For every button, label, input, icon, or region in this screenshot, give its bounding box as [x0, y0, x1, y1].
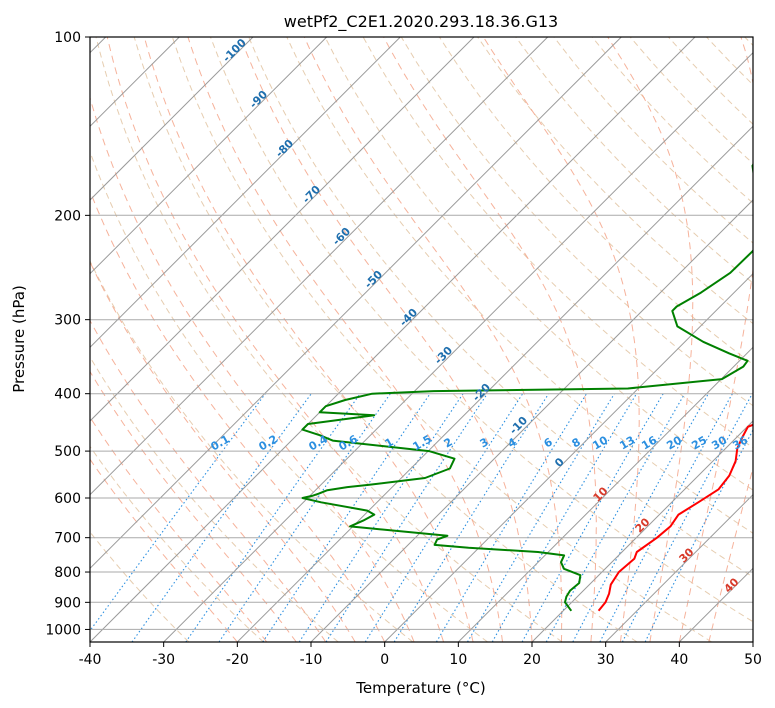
mixing-ratio-line	[644, 428, 753, 642]
isotherm-line	[236, 125, 753, 642]
x-tick-label: 30	[597, 652, 615, 668]
moist-adiabat-line	[106, 37, 445, 642]
dry-adiabat-line	[90, 445, 264, 642]
y-tick-label: 100	[54, 30, 81, 46]
mixing-ratio-line	[298, 393, 464, 642]
y-tick-label: 600	[54, 491, 81, 507]
dry-adiabat-line	[133, 37, 638, 642]
x-axis-title: Temperature (°C)	[355, 679, 485, 697]
mixing-ratio-line	[325, 393, 488, 642]
isotherm-line	[605, 493, 753, 642]
isotherm-line	[90, 37, 475, 422]
moist-adiabat-line	[678, 37, 753, 642]
moist-adiabat-line	[90, 96, 415, 642]
x-tick-label: -40	[79, 652, 102, 668]
isotherm-line	[90, 37, 549, 496]
moist-adiabat-line	[143, 37, 474, 642]
moist-adiabat-line	[708, 466, 753, 642]
mixing-ratio-line	[467, 393, 615, 642]
x-tick-label: -10	[300, 652, 323, 668]
isotherm-line	[90, 37, 696, 642]
dry-adiabat-line	[286, 37, 753, 534]
y-tick-label: 900	[54, 595, 81, 611]
dry-adiabat-line	[90, 356, 339, 642]
moist-adiabat-line	[303, 37, 563, 642]
background-lines	[90, 37, 753, 642]
y-tick-label: 800	[54, 565, 81, 581]
moist-adiabat-line	[90, 458, 238, 642]
dry-adiabat-line	[515, 37, 753, 284]
isotherm-line	[163, 51, 753, 642]
moist-adiabat-line	[187, 37, 503, 642]
x-tick-label: 50	[744, 652, 762, 668]
isotherm-line	[457, 346, 753, 642]
mixing-ratio-line	[435, 393, 587, 642]
series-layer	[301, 162, 753, 612]
isotherm-line	[384, 272, 753, 642]
y-tick-label: 500	[54, 444, 81, 460]
mixing-ratio-line	[545, 393, 686, 642]
x-tick-label: -30	[152, 652, 175, 668]
x-tick-label: 40	[670, 652, 688, 668]
y-tick-label: 1000	[45, 622, 81, 638]
dry-adiabat-line	[248, 37, 753, 578]
mixing-ratio-line	[491, 393, 637, 642]
moist-adiabat-line	[607, 37, 694, 642]
y-tick-label: 700	[54, 531, 81, 547]
isotherm-line	[90, 37, 254, 201]
mixing-ratio-line	[521, 393, 664, 642]
mixing-ratio-line	[393, 393, 550, 642]
moist-adiabat-line	[90, 416, 268, 642]
x-tick-label: 0	[380, 652, 389, 668]
isotherm-line	[90, 37, 328, 275]
plot-frame	[89, 36, 754, 643]
dry-adiabat-line	[90, 259, 414, 642]
moist-adiabat-line	[90, 260, 356, 642]
axes: -40 -30 -20 -10 0 10 20 30 40 50 100 200 300 400 500 60…	[45, 30, 762, 668]
dewpoint-line	[301, 162, 753, 612]
moist-adiabat-line	[383, 37, 597, 642]
moist-adiabat-line	[482, 37, 640, 642]
temperature-line	[597, 423, 753, 612]
y-tick-label: 200	[54, 208, 81, 224]
x-tick-label: -20	[226, 652, 249, 668]
mixing-ratio-line	[131, 393, 312, 642]
dry-adiabat-line	[210, 37, 753, 623]
dry-adiabat-line	[95, 37, 563, 642]
y-tick-label: 400	[54, 387, 81, 403]
chart-title: wetPf2_C2E1.2020.293.18.36.G13	[284, 12, 558, 32]
isotherm-line	[90, 37, 622, 570]
isotherm-line	[90, 37, 401, 349]
moist-adiabat-line	[239, 37, 533, 642]
moist-adiabat-line	[90, 189, 386, 642]
mixing-ratio-line	[572, 393, 709, 642]
y-tick-label: 300	[54, 313, 81, 329]
x-tick-label: 10	[449, 652, 467, 668]
x-tick-label: 20	[523, 652, 541, 668]
mixing-ratio-line	[262, 393, 431, 642]
mixing-ratio-line	[364, 393, 524, 642]
dry-adiabat-line	[171, 37, 712, 642]
y-axis-title: Pressure (hPa)	[10, 285, 28, 393]
isotherm-line	[310, 199, 753, 642]
isotherm-line	[531, 420, 753, 642]
